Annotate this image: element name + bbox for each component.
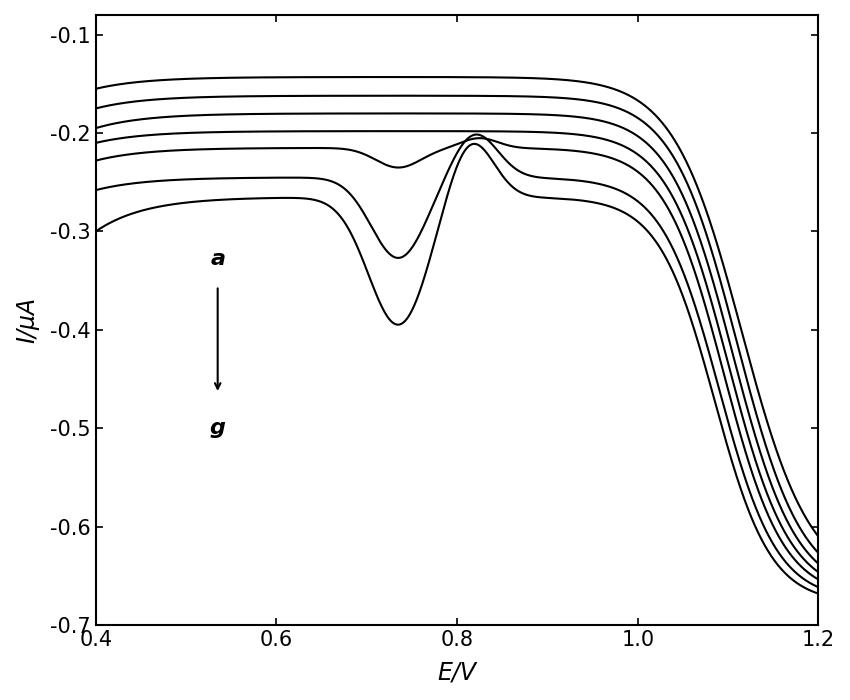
Text: a: a [210,249,225,269]
Text: g: g [210,419,225,438]
X-axis label: E/V: E/V [438,661,477,685]
Y-axis label: I/μA: I/μA [15,297,39,343]
